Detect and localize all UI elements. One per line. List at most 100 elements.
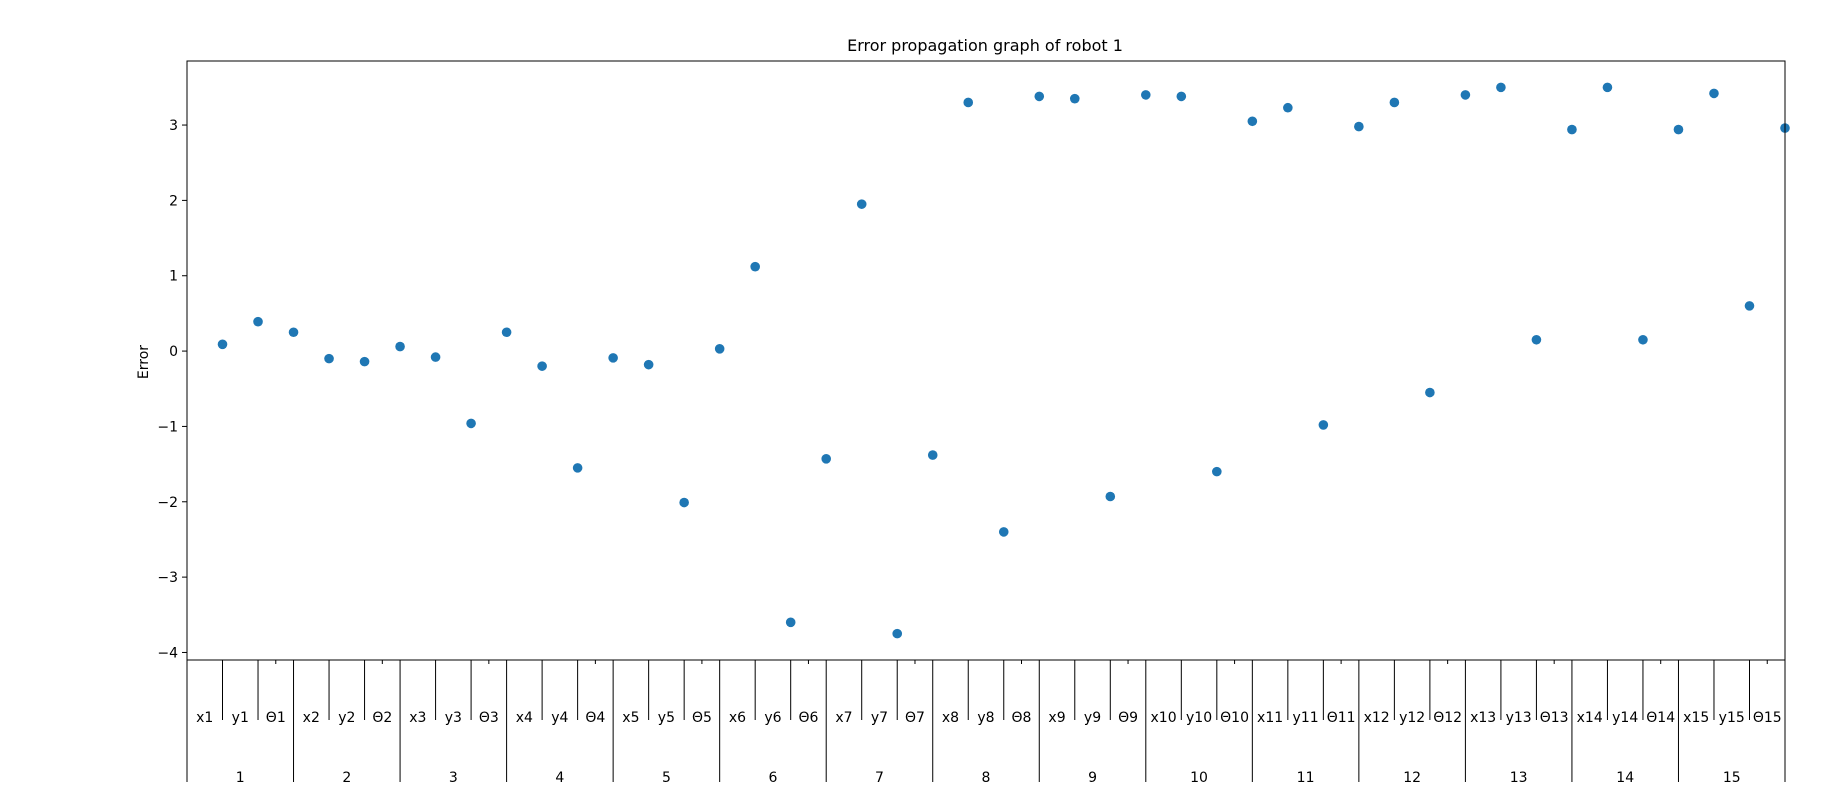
category-label: y15: [1719, 710, 1745, 726]
category-label: Θ11: [1327, 710, 1356, 726]
group-label: 8: [982, 770, 991, 786]
data-points: [217, 82, 1790, 639]
group-label: 10: [1190, 770, 1208, 786]
category-label: x3: [409, 710, 426, 726]
chart-title: Error propagation graph of robot 1: [847, 36, 1123, 55]
data-point: [430, 352, 441, 362]
data-point: [892, 628, 903, 639]
category-label: x9: [1048, 710, 1065, 726]
group-label: 4: [555, 770, 564, 786]
category-label: x8: [942, 710, 959, 726]
category-label: Θ2: [372, 710, 392, 726]
group-label: 2: [342, 770, 351, 786]
data-point: [1460, 90, 1471, 100]
data-point: [679, 497, 689, 508]
category-label: Θ3: [479, 710, 499, 726]
category-label: y6: [764, 710, 781, 726]
category-label: y14: [1612, 710, 1638, 726]
category-label: x15: [1683, 710, 1709, 726]
category-label: Θ10: [1220, 710, 1249, 726]
category-label: Θ7: [905, 710, 925, 726]
data-point: [1318, 420, 1329, 430]
group-label: 7: [875, 770, 884, 786]
data-point: [1247, 116, 1258, 127]
category-label: y10: [1186, 710, 1212, 726]
data-point: [1673, 124, 1684, 135]
category-label: Θ5: [692, 710, 712, 726]
category-label: x12: [1364, 710, 1390, 726]
category-label: y4: [551, 710, 568, 726]
group-label: 6: [768, 770, 777, 786]
data-point: [1283, 102, 1293, 113]
data-point: [537, 361, 547, 371]
category-label: Θ15: [1753, 710, 1782, 726]
category-label: Θ6: [798, 710, 818, 726]
data-point: [643, 359, 654, 370]
data-point: [1212, 466, 1222, 477]
y-tick-label: 2: [169, 193, 178, 209]
data-point: [1531, 334, 1542, 345]
category-label: y8: [977, 710, 994, 726]
group-label: 11: [1297, 770, 1315, 786]
data-point: [927, 450, 938, 460]
category-axis: x1 y1 Θ1 x2 y2 Θ2 x3 y3 Θ3 x4 y4 Θ4 x5 y5 Θ5 x6 y6 Θ6 x7 y7…: [186, 660, 1786, 786]
category-label: Θ8: [1012, 710, 1032, 726]
data-point: [1354, 121, 1364, 132]
y-tick-label: −4: [157, 645, 178, 661]
category-label: Θ1: [266, 710, 286, 726]
y-tick-label: −1: [157, 419, 178, 435]
category-label: x6: [729, 710, 746, 726]
y-tick-label: −2: [157, 495, 178, 511]
y-tick-label: −3: [157, 570, 178, 586]
category-label: y5: [658, 710, 675, 726]
category-label: Θ12: [1433, 710, 1462, 726]
data-point: [359, 356, 370, 367]
data-point: [395, 341, 405, 352]
y-tick-label: 0: [169, 344, 178, 360]
data-point: [1141, 90, 1151, 100]
data-point: [608, 353, 618, 363]
category-label: y3: [445, 710, 462, 726]
data-point: [1176, 91, 1187, 102]
category-label: y13: [1506, 710, 1532, 726]
category-label: Θ14: [1646, 710, 1675, 726]
data-point: [1425, 387, 1435, 398]
category-label: x14: [1577, 710, 1603, 726]
data-point: [217, 339, 228, 350]
category-label: y2: [338, 710, 355, 726]
data-point: [785, 617, 796, 628]
group-label: 9: [1088, 770, 1097, 786]
data-point: [572, 463, 583, 473]
data-point: [998, 527, 1009, 537]
category-label: Θ9: [1118, 710, 1138, 726]
data-point: [963, 97, 974, 108]
data-point: [1105, 491, 1116, 502]
category-label: x2: [303, 710, 320, 726]
y-tick-label: 1: [169, 269, 178, 285]
data-point: [253, 316, 263, 327]
data-point: [1069, 93, 1080, 104]
data-point: [750, 261, 760, 272]
group-label: 13: [1510, 770, 1528, 786]
category-label: x13: [1470, 710, 1496, 726]
category-label: x10: [1151, 710, 1177, 726]
group-label: 5: [662, 770, 671, 786]
data-point: [466, 418, 476, 429]
data-point: [501, 327, 512, 338]
group-label: 12: [1403, 770, 1421, 786]
plot-frame: [186, 60, 1786, 661]
category-label: x4: [516, 710, 533, 726]
group-label: 14: [1616, 770, 1634, 786]
category-label: y11: [1293, 710, 1319, 726]
data-point: [1389, 97, 1400, 108]
category-label: x11: [1257, 710, 1283, 726]
data-point: [1034, 91, 1045, 102]
category-label: Θ13: [1540, 710, 1569, 726]
group-label: 15: [1723, 770, 1741, 786]
y-tick-label: 3: [169, 118, 178, 134]
data-point: [1638, 334, 1648, 345]
data-point: [821, 454, 831, 464]
category-label: Θ4: [585, 710, 605, 726]
group-label: 3: [449, 770, 458, 786]
